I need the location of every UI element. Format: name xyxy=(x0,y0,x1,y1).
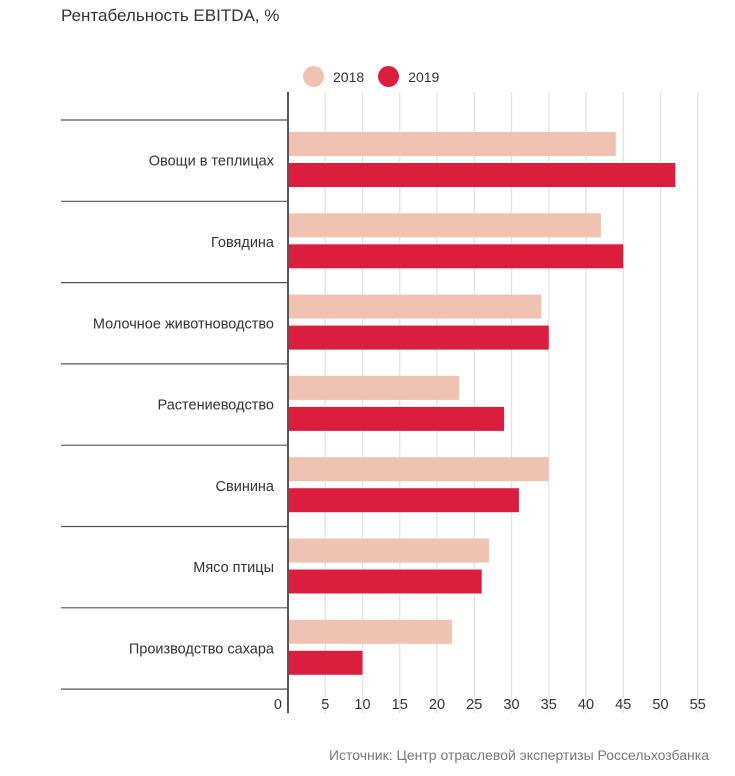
category-label: Овощи в теплицах xyxy=(149,154,275,170)
bar xyxy=(288,294,542,319)
bar xyxy=(288,213,601,238)
bar xyxy=(288,406,505,431)
legend-swatch-2019 xyxy=(378,66,400,87)
bar xyxy=(288,619,452,644)
bar xyxy=(288,488,519,513)
x-tick-label: 20 xyxy=(429,697,445,713)
bar xyxy=(288,132,616,156)
x-tick-label: 30 xyxy=(503,697,519,713)
x-tick-label: 35 xyxy=(541,697,557,713)
bar xyxy=(288,325,549,350)
bar xyxy=(288,650,363,675)
x-tick-label: 40 xyxy=(578,697,594,713)
x-tick-label: 50 xyxy=(652,697,668,713)
x-tick-label: 10 xyxy=(354,697,370,713)
source-note: Источник: Центр отраслевой экспертизы Ро… xyxy=(328,747,709,763)
bar xyxy=(288,457,549,482)
bar xyxy=(288,375,460,400)
x-tick-label: 45 xyxy=(615,697,631,713)
legend-item-2018: 2018 xyxy=(303,66,364,87)
bar xyxy=(288,163,676,187)
x-tick-label: 25 xyxy=(466,697,482,713)
legend-label-2018: 2018 xyxy=(333,68,365,85)
category-label: Свинина xyxy=(216,479,275,495)
x-tick-label: 55 xyxy=(690,697,706,713)
category-label: Молочное животноводство xyxy=(93,316,274,332)
category-label: Мясо птицы xyxy=(193,560,274,576)
category-label: Производство сахара xyxy=(129,641,275,657)
bar xyxy=(288,538,490,563)
chart-title: Рентабельность EBITDA, % xyxy=(61,6,280,25)
bar xyxy=(288,569,482,594)
x-tick-label: 0 xyxy=(274,697,282,713)
chart-legend: 2018 2019 xyxy=(303,66,453,87)
legend-item-2019: 2019 xyxy=(378,66,439,87)
legend-swatch-2018 xyxy=(303,66,324,87)
legend-label-2019: 2019 xyxy=(408,68,440,85)
category-label: Растениеводство xyxy=(158,398,274,414)
x-tick-label: 5 xyxy=(321,697,329,713)
bar xyxy=(288,244,624,269)
category-label: Говядина xyxy=(211,235,275,251)
x-tick-label: 15 xyxy=(392,697,408,713)
